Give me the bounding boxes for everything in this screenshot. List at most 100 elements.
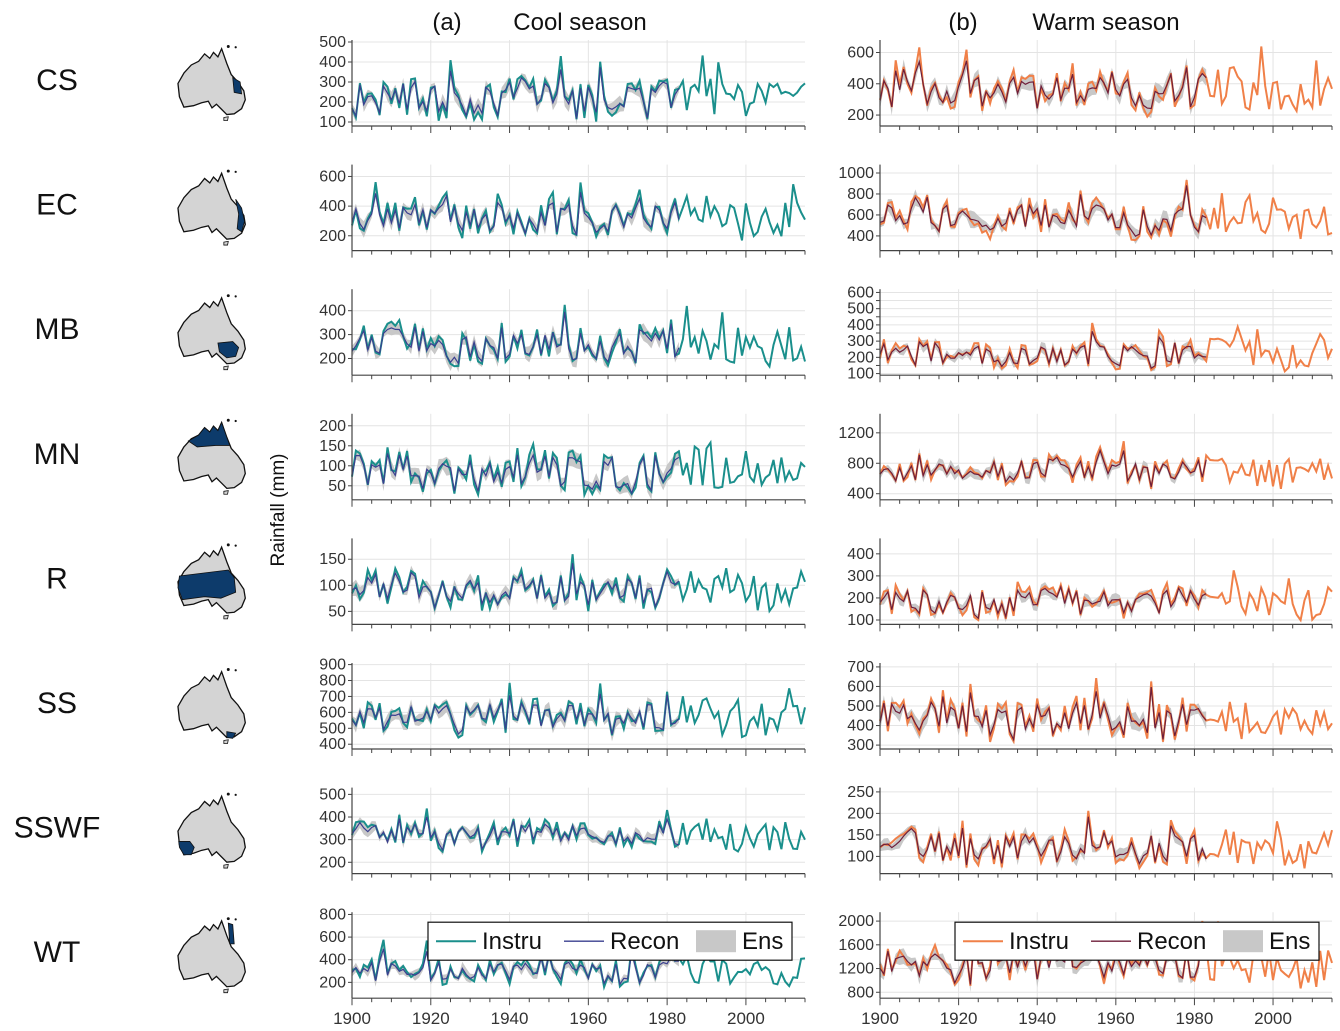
island-marker	[234, 46, 237, 49]
y-tick-label: 200	[847, 590, 874, 607]
y-tick-label: 200	[319, 228, 346, 245]
y-tick-label: 100	[319, 577, 346, 594]
region-label: MN	[34, 438, 81, 471]
recon-line	[351, 192, 680, 236]
warm-legend: Instru Recon Ens	[954, 921, 1320, 961]
x-tick-label: 1960	[1097, 1009, 1135, 1028]
region-label: R	[46, 562, 68, 595]
instru-line	[351, 304, 806, 370]
y-tick-label: 100	[319, 458, 346, 475]
y-tick-label: 600	[847, 45, 874, 62]
recon-line	[879, 448, 1207, 488]
region-highlight-sswf	[178, 841, 195, 856]
y-tick-label: 300	[847, 737, 874, 754]
x-tick-label: 1920	[940, 1009, 978, 1028]
australia-outline	[177, 919, 246, 988]
australia-map-ec	[177, 169, 246, 246]
region-highlight-cs	[232, 76, 243, 95]
ens-band	[352, 687, 679, 742]
y-tick-label: 200	[847, 107, 874, 124]
tasmania-outline	[223, 240, 229, 246]
region-label: SSWF	[14, 812, 101, 845]
recon-line	[879, 816, 1207, 866]
island-marker	[234, 793, 237, 796]
y-tick-label: 400	[319, 809, 346, 826]
island-marker	[226, 668, 230, 671]
instru-line	[879, 441, 1333, 490]
x-tick-label: 1980	[648, 1009, 686, 1028]
x-tick-label: 2000	[1254, 1009, 1292, 1028]
legend-recon-label: Recon	[610, 928, 679, 955]
australia-map-ss	[177, 668, 246, 744]
region-label: WT	[34, 936, 81, 969]
australia-map-r	[177, 543, 246, 620]
y-tick-label: 300	[847, 333, 874, 350]
cool-panel-wt: 200 400 600 800 1900 1920 1940 1960 1980 2000 Inst…	[319, 906, 806, 1028]
ens-band	[880, 52, 1207, 119]
instru-line	[351, 554, 806, 614]
y-tick-label: 1000	[838, 165, 874, 182]
legend-ens-label: Ens	[1269, 928, 1310, 955]
tasmania-outline	[223, 863, 229, 869]
warm-panel-ec: 400 600 800 1000	[838, 164, 1333, 258]
cool-panel-ec: 200 400 600	[319, 164, 806, 258]
legend-recon-label: Recon	[1137, 928, 1206, 955]
y-tick-label: 200	[319, 350, 346, 367]
region-highlight-ec	[235, 198, 245, 233]
y-tick-label: 200	[319, 418, 346, 435]
y-tick-label: 400	[847, 718, 874, 735]
region-label: CS	[36, 64, 78, 97]
region-row-mn: MN 50 100 150 200 400 800 1200	[34, 413, 1333, 507]
instru-line	[879, 570, 1333, 623]
region-highlight-ss	[226, 731, 237, 739]
x-tick-label: 2000	[727, 1009, 765, 1028]
x-tick-label: 1900	[861, 1009, 899, 1028]
island-marker	[234, 170, 237, 173]
region-row-cs: CS 100 200 300 400 500 200 400 600	[36, 34, 1333, 133]
y-tick-label: 400	[847, 546, 874, 563]
x-tick-label: 1960	[569, 1009, 607, 1028]
island-marker	[226, 792, 230, 796]
x-tick-label: 1940	[491, 1009, 529, 1028]
australia-map-wt	[177, 917, 246, 994]
australia-outline	[177, 46, 246, 116]
legend-ens-swatch	[696, 930, 736, 953]
australia-map-mn	[177, 418, 246, 495]
y-tick-label: 100	[847, 366, 874, 383]
y-tick-label: 300	[319, 327, 346, 344]
region-label: SS	[37, 687, 77, 720]
recon-line	[879, 686, 1207, 742]
y-tick-label: 50	[328, 478, 346, 495]
y-tick-label: 250	[847, 784, 874, 801]
x-tick-label: 1980	[1176, 1009, 1214, 1028]
y-tick-label: 100	[847, 612, 874, 629]
y-tick-label: 100	[847, 848, 874, 865]
recon-line	[351, 67, 680, 119]
y-tick-label: 500	[319, 786, 346, 803]
y-tick-label: 500	[847, 698, 874, 715]
y-tick-label: 500	[319, 34, 346, 51]
region-highlight-r	[177, 569, 237, 601]
x-tick-label: 1920	[412, 1009, 450, 1028]
panel-b-title: Warm season	[1032, 9, 1179, 36]
tasmania-outline	[223, 739, 229, 744]
y-tick-label: 700	[847, 659, 874, 676]
cool-panel-mn: 50 100 150 200	[319, 413, 806, 507]
cool-panel-mb: 200 300 400	[319, 289, 806, 383]
y-tick-label: 200	[319, 94, 346, 111]
y-tick-label: 300	[847, 568, 874, 585]
australia-map-cs	[177, 45, 246, 121]
y-tick-label: 800	[847, 984, 874, 1001]
y-tick-label: 500	[847, 301, 874, 318]
recon-line	[351, 311, 680, 366]
y-tick-label: 400	[847, 486, 874, 503]
island-marker	[234, 544, 237, 547]
y-tick-label: 150	[319, 438, 346, 455]
instru-line	[879, 322, 1333, 374]
y-tick-label: 400	[847, 228, 874, 245]
warm-panel-r: 100 200 300 400	[847, 538, 1333, 632]
island-marker	[234, 419, 237, 423]
tasmania-outline	[223, 116, 229, 121]
y-tick-label: 150	[319, 551, 346, 568]
